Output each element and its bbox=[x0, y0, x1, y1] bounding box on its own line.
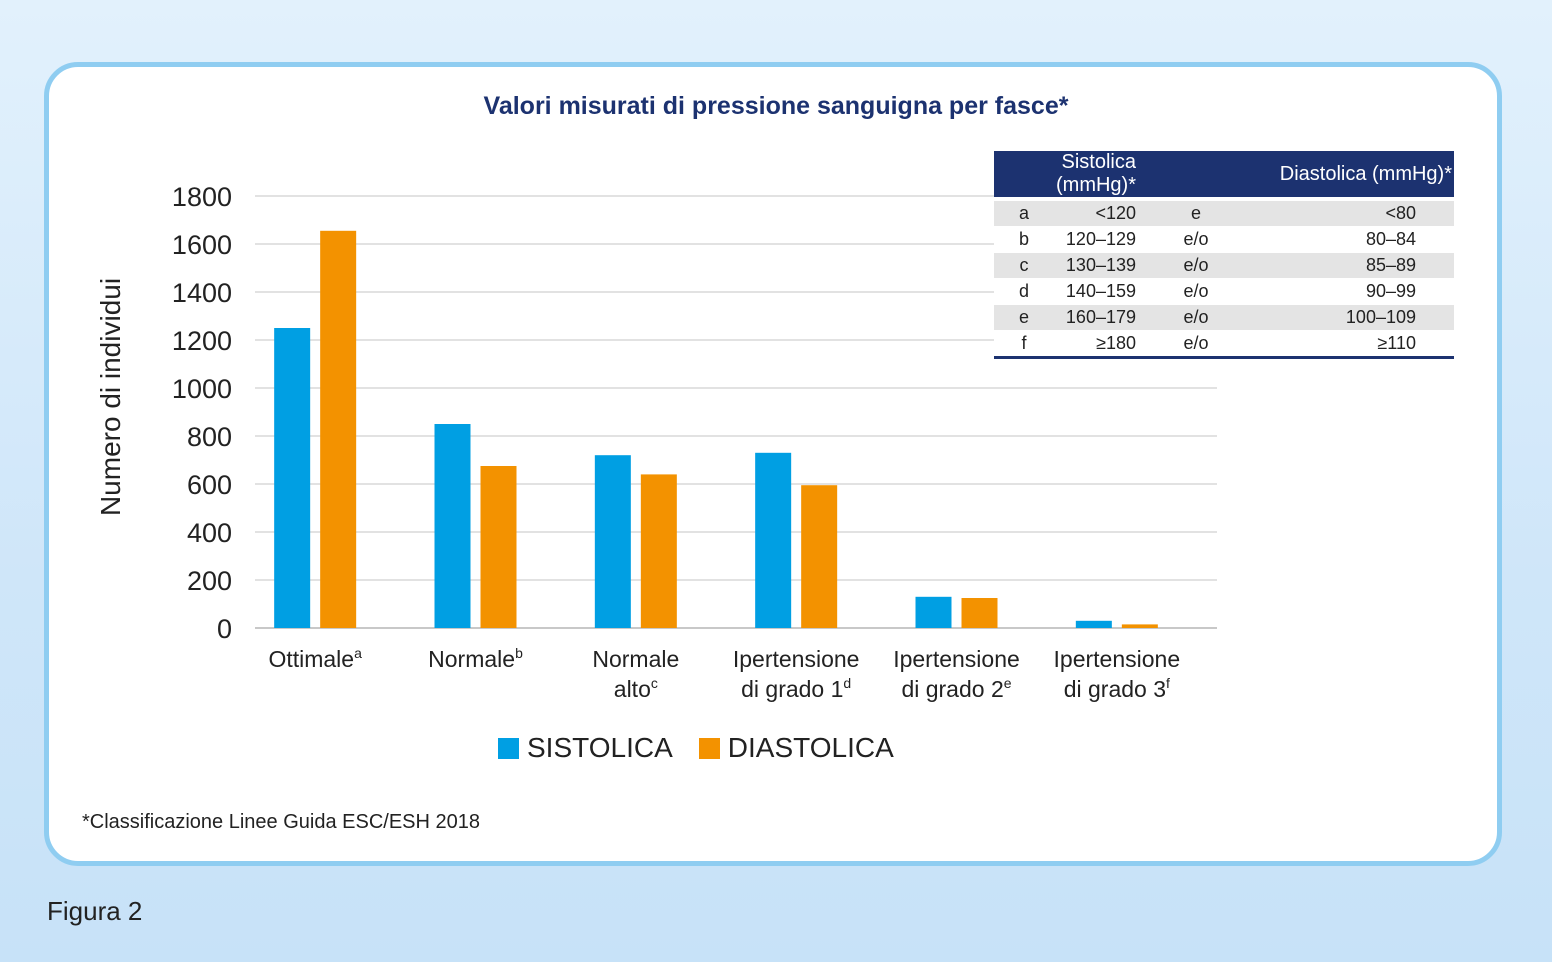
table-cell-diastolic: 100–109 bbox=[1256, 304, 1454, 331]
x-tick-label: di grado 1d bbox=[741, 675, 851, 702]
x-tick-superscript: e bbox=[1004, 675, 1012, 691]
x-tick-label: di grado 2e bbox=[901, 675, 1011, 702]
table-cell-operator: e/o bbox=[1136, 252, 1256, 279]
table-cell-letter: c bbox=[994, 252, 1054, 279]
legend-swatch-systolic bbox=[498, 737, 519, 759]
table-header-row: Sistolica (mmHg)* Diastolica (mmHg)* bbox=[994, 151, 1454, 197]
y-tick-label: 1400 bbox=[172, 278, 232, 308]
bar-diastolica-1 bbox=[480, 466, 517, 628]
table-cell-operator: e/o bbox=[1136, 330, 1256, 358]
table-row: a <120 e <80 bbox=[994, 201, 1454, 227]
x-tick-label: altoc bbox=[614, 675, 658, 702]
x-tick-label: di grado 3f bbox=[1064, 675, 1170, 702]
y-tick-label: 400 bbox=[187, 518, 232, 548]
table-cell-operator: e/o bbox=[1136, 278, 1256, 305]
table-cell-systolic: 140–159 bbox=[1054, 278, 1136, 305]
x-tick-superscript: a bbox=[354, 645, 362, 661]
x-tick-superscript: f bbox=[1166, 675, 1170, 691]
table-cell-letter: d bbox=[994, 278, 1054, 305]
x-tick-label: Ipertensione bbox=[893, 646, 1020, 672]
table-cell-letter: a bbox=[994, 201, 1054, 227]
bar-diastolica-4 bbox=[961, 598, 998, 628]
bar-sistolica-0 bbox=[274, 328, 311, 628]
y-tick-label: 1000 bbox=[172, 374, 232, 404]
legend-swatch-diastolic bbox=[698, 737, 720, 759]
table-cell-systolic: 160–179 bbox=[1054, 304, 1136, 331]
legend-item-systolic: SISTOLICA bbox=[498, 732, 673, 764]
y-tick-label: 1800 bbox=[172, 182, 232, 212]
table-cell-operator: e bbox=[1136, 201, 1256, 227]
table-cell-operator: e/o bbox=[1136, 226, 1256, 253]
y-tick-label: 1600 bbox=[172, 230, 232, 260]
bar-sistolica-5 bbox=[1075, 620, 1112, 628]
table-row: f ≥180 e/o ≥110 bbox=[994, 330, 1454, 358]
bar-sistolica-3 bbox=[755, 452, 792, 628]
table-cell-letter: f bbox=[994, 330, 1054, 358]
x-tick-label: Ipertensione bbox=[1054, 646, 1181, 672]
chart-title: Valori misurati di pressione sanguigna p… bbox=[483, 92, 1069, 120]
figure-label: Figura 2 bbox=[47, 896, 143, 926]
chart-legend: SISTOLICA DIASTOLICA bbox=[498, 732, 920, 764]
bar-sistolica-4 bbox=[915, 596, 952, 628]
x-tick-label: Ottimalea bbox=[268, 645, 362, 672]
table-cell-diastolic: 85–89 bbox=[1256, 252, 1454, 279]
x-tick-superscript: d bbox=[843, 675, 851, 691]
x-tick-label: Normale bbox=[592, 646, 679, 672]
table-cell-operator: e/o bbox=[1136, 304, 1256, 331]
y-tick-label: 1200 bbox=[172, 326, 232, 356]
legend-label-diastolic: DIASTOLICA bbox=[727, 732, 894, 763]
reference-table: Sistolica (mmHg)* Diastolica (mmHg)* a <1… bbox=[994, 151, 1454, 359]
table-row: b 120–129 e/o 80–84 bbox=[994, 226, 1454, 253]
table-cell-systolic: ≥180 bbox=[1054, 330, 1136, 358]
bar-diastolica-0 bbox=[320, 230, 357, 629]
table-row: c 130–139 e/o 85–89 bbox=[994, 252, 1454, 279]
table-cell-systolic: 120–129 bbox=[1054, 226, 1136, 253]
table-cell-diastolic: ≥110 bbox=[1256, 330, 1454, 358]
table-body: a <120 e <80 b 120–129 e/o 80–84 c 130–139 e/o 85–8… bbox=[994, 197, 1454, 358]
table-row: d 140–159 e/o 90–99 bbox=[994, 278, 1454, 305]
table-row: e 160–179 e/o 100–109 bbox=[994, 304, 1454, 331]
y-tick-label: 0 bbox=[217, 614, 232, 644]
y-tick-label: 800 bbox=[187, 422, 232, 452]
legend-item-diastolic: DIASTOLICA bbox=[698, 732, 894, 764]
table-header-systolic: Sistolica (mmHg)* bbox=[994, 151, 1136, 197]
y-axis-label: Numero di individui bbox=[95, 278, 126, 516]
table-cell-letter: b bbox=[994, 226, 1054, 253]
x-tick-label: Normaleb bbox=[428, 645, 523, 672]
table-cell-diastolic: <80 bbox=[1256, 201, 1454, 227]
table-header-diastolic: Diastolica (mmHg)* bbox=[1136, 151, 1454, 197]
legend-label-systolic: SISTOLICA bbox=[527, 732, 673, 763]
y-tick-label: 200 bbox=[187, 566, 232, 596]
bar-diastolica-3 bbox=[801, 485, 838, 628]
table-cell-systolic: 130–139 bbox=[1054, 252, 1136, 279]
table-cell-diastolic: 90–99 bbox=[1256, 278, 1454, 305]
y-tick-label: 600 bbox=[187, 470, 232, 500]
x-tick-superscript: b bbox=[515, 645, 523, 661]
bar-sistolica-1 bbox=[434, 424, 471, 628]
table-cell-diastolic: 80–84 bbox=[1256, 226, 1454, 253]
table-cell-letter: e bbox=[994, 304, 1054, 331]
x-tick-superscript: c bbox=[651, 675, 658, 691]
bar-diastolica-2 bbox=[640, 474, 677, 628]
x-tick-label: Ipertensione bbox=[733, 646, 860, 672]
table-cell-systolic: <120 bbox=[1054, 201, 1136, 227]
footnote: *Classificazione Linee Guida ESC/ESH 201… bbox=[82, 811, 480, 833]
bar-sistolica-2 bbox=[594, 455, 631, 628]
bar-diastolica-5 bbox=[1121, 624, 1158, 628]
